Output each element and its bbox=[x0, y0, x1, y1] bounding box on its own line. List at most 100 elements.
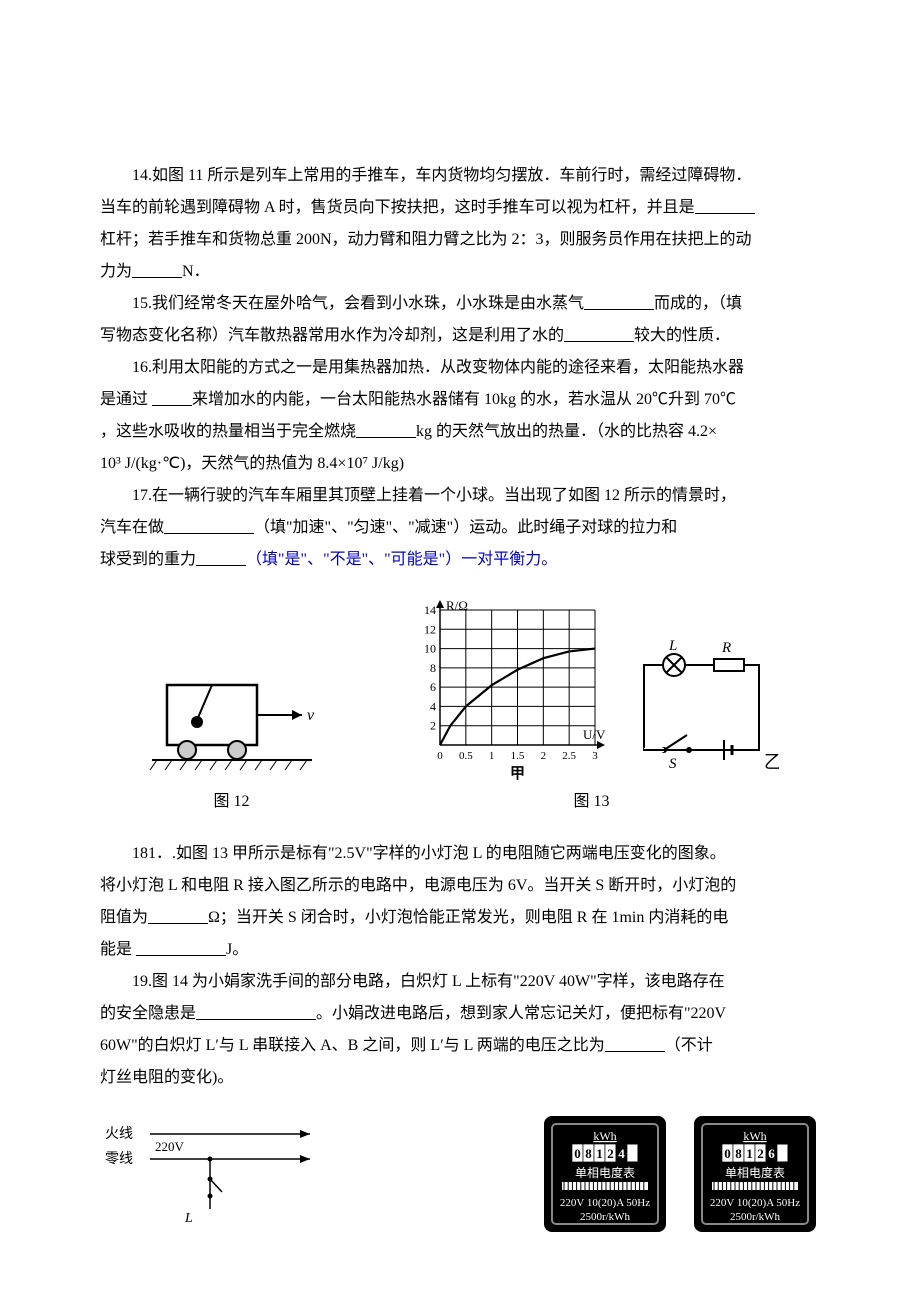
fig12-svg: v bbox=[142, 650, 322, 780]
q18-l1: 181．.如图 13 甲所示是标有"2.5V"字样的小灯泡 L 的电阻随它两端电… bbox=[132, 845, 726, 862]
q15-line1: 15.我们经常冬天在屋外哈气，会看到小水珠，小水珠是由水蒸气而成的，（填 bbox=[100, 288, 820, 320]
svg-text:0.5: 0.5 bbox=[458, 750, 472, 762]
fig13-caption: 图 13 bbox=[573, 786, 609, 818]
svg-text:12: 12 bbox=[424, 622, 436, 636]
q19-line2: 的安全隐患是 。小娟改进电路后，想到家人常忘记关灯，便把标有"220V bbox=[100, 998, 820, 1030]
svg-text:4: 4 bbox=[618, 1146, 625, 1161]
q14-l2-text: 当车的前轮遇到障碍物 A 时，售货员向下按扶把，这时手推车可以视为杠杆，并且是 bbox=[100, 199, 695, 216]
page: 14.如图 11 所示是列车上常用的手推车，车内货物均匀摆放．车前行时，需经过障… bbox=[0, 0, 920, 1274]
fig12-caption: 图 12 bbox=[213, 786, 249, 818]
q15-line2: 写物态变化名称）汽车散热器常用水作为冷却剂，这是利用了水的 较大的性质． bbox=[100, 320, 820, 352]
q19-l2a: 的安全隐患是 bbox=[100, 1005, 196, 1022]
svg-text:2: 2 bbox=[540, 750, 546, 762]
svg-text:4: 4 bbox=[430, 699, 436, 713]
svg-text:kWh: kWh bbox=[743, 1129, 766, 1143]
meters-pair: kWh08124单相电度表220V 10(20)A 50Hz2500r/kWh … bbox=[540, 1114, 820, 1234]
fig13-chart: 246810121400.511.522.53R/ΩU/V甲 bbox=[405, 600, 605, 780]
q17-line1: 17.在一辆行驶的汽车车厢里其顶壁上挂着一个小球。当出现了如图 12 所示的情景… bbox=[100, 480, 820, 512]
fig13-yi-label: 乙 bbox=[764, 752, 779, 772]
q14-l3-text: 杠杆；若手推车和货物总重 200N，动力臂和阻力臂之比为 2：3，则服务员作用在… bbox=[100, 231, 752, 248]
q17-blank2 bbox=[196, 547, 246, 566]
q19-blank2 bbox=[605, 1033, 665, 1052]
q19-l4: 灯丝电阻的变化)。 bbox=[100, 1069, 233, 1086]
svg-text:0: 0 bbox=[437, 750, 443, 762]
svg-text:0: 0 bbox=[574, 1146, 581, 1161]
q17-l2a: 汽车在做 bbox=[100, 519, 164, 536]
q17-line3: 球受到的重力（填"是"、"不是"、"可能是"）一对平衡力。 bbox=[100, 544, 820, 576]
q16-line1: 16.利用太阳能的方式之一是用集热器加热．从改变物体内能的途径来看，太阳能热水器 bbox=[100, 352, 820, 384]
svg-text:单相电度表: 单相电度表 bbox=[575, 1165, 635, 1180]
svg-text:U/V: U/V bbox=[583, 727, 605, 742]
q14-l4b: N． bbox=[182, 263, 210, 280]
svg-text:1.5: 1.5 bbox=[510, 750, 524, 762]
svg-text:1: 1 bbox=[488, 750, 494, 762]
q16-blank1 bbox=[152, 387, 192, 406]
q17-blank1 bbox=[164, 515, 254, 534]
meter-2: kWh08126单相电度表220V 10(20)A 50Hz2500r/kWh bbox=[690, 1114, 820, 1234]
q17-line2: 汽车在做（填"加速"、"匀速"、"减速"）运动。此时绳子对球的拉力和 bbox=[100, 512, 820, 544]
fig14-voltage: 220V bbox=[155, 1139, 185, 1154]
q18-l4b: J。 bbox=[226, 941, 248, 958]
svg-text:6: 6 bbox=[430, 680, 436, 694]
q19-line3: 60W"的白炽灯 L′与 L 串联接入 A、B 之间，则 L′与 L 两端的电压… bbox=[100, 1030, 820, 1062]
q19-l3b: （不计 bbox=[665, 1037, 713, 1054]
q14-line1: 14.如图 11 所示是列车上常用的手推车，车内货物均匀摆放．车前行时，需经过障… bbox=[100, 160, 820, 192]
svg-text:0: 0 bbox=[724, 1146, 731, 1161]
svg-text:2500r/kWh: 2500r/kWh bbox=[580, 1211, 631, 1223]
svg-text:2: 2 bbox=[607, 1146, 614, 1161]
q18-line3: 阻值为 Ω；当开关 S 闭合时，小灯泡恰能正常发光，则电阻 R 在 1min 内消… bbox=[100, 902, 820, 934]
fig13-L-label: L bbox=[668, 640, 677, 654]
q18-blank1 bbox=[148, 905, 208, 924]
q14-line2: 当车的前轮遇到障碍物 A 时，售货员向下按扶把，这时手推车可以视为杠杆，并且是 bbox=[100, 192, 820, 224]
q15-l2a: 写物态变化名称）汽车散热器常用水作为冷却剂，这是利用了水的 bbox=[100, 327, 564, 344]
meter-1: kWh08124单相电度表220V 10(20)A 50Hz2500r/kWh bbox=[540, 1114, 670, 1234]
svg-text:甲: 甲 bbox=[509, 765, 524, 780]
q18-l3a: 阻值为 bbox=[100, 909, 148, 926]
q14-l4a: 力为 bbox=[100, 263, 132, 280]
q15-blank1 bbox=[584, 291, 654, 310]
svg-text:1: 1 bbox=[596, 1146, 603, 1161]
q14-l1-text: 14.如图 11 所示是列车上常用的手推车，车内货物均匀摆放．车前行时，需经过障… bbox=[132, 167, 751, 184]
q19-l1: 19.图 14 为小娟家洗手间的部分电路，白炽灯 L 上标有"220V 40W"… bbox=[132, 973, 725, 990]
q16-l3a: ，这些水吸收的热量相当于完全燃烧 bbox=[100, 423, 356, 440]
q19-blank1 bbox=[196, 1001, 316, 1020]
fig14-fire: 火线 bbox=[105, 1126, 133, 1142]
bottom-row: 火线 零线 220V L kWh08124单相电度表220V 10(20)A 5… bbox=[100, 1114, 820, 1234]
svg-text:14: 14 bbox=[424, 603, 436, 617]
svg-text:8: 8 bbox=[430, 661, 436, 675]
q19-line1: 19.图 14 为小娟家洗手间的部分电路，白炽灯 L 上标有"220V 40W"… bbox=[100, 966, 820, 998]
q17-l3a: 球受到的重力 bbox=[100, 551, 196, 568]
q18-line1: 181．.如图 13 甲所示是标有"2.5V"字样的小灯泡 L 的电阻随它两端电… bbox=[100, 838, 820, 870]
svg-text:3: 3 bbox=[592, 750, 598, 762]
svg-text:单相电度表: 单相电度表 bbox=[725, 1165, 785, 1180]
q15-l1a: 15.我们经常冬天在屋外哈气，会看到小水珠，小水珠是由水蒸气 bbox=[132, 295, 584, 312]
q16-l2b: 来增加水的内能，一台太阳能热水器储有 10kg 的水，若水温从 20℃升到 70… bbox=[192, 391, 736, 408]
svg-text:6: 6 bbox=[768, 1146, 775, 1161]
q16-l3b: kg 的天然气放出的热量．（水的比热容 4.2× bbox=[416, 423, 717, 440]
fig12: v 图 12 bbox=[142, 650, 322, 818]
q16-line2: 是通过 来增加水的内能，一台太阳能热水器储有 10kg 的水，若水温从 20℃升… bbox=[100, 384, 820, 416]
fig13-S-label: S bbox=[669, 756, 677, 772]
q16-l4: 10³ J/(kg·℃)，天然气的热值为 8.4×10⁷ J/kg) bbox=[100, 455, 404, 472]
fig12-v-label: v bbox=[307, 707, 315, 724]
q16-l2a: 是通过 bbox=[100, 391, 152, 408]
q18-blank2 bbox=[136, 937, 226, 956]
q18-l3b: Ω；当开关 S 闭合时，小灯泡恰能正常发光，则电阻 R 在 1min 内消耗的电 bbox=[208, 909, 728, 926]
q14-blank1 bbox=[695, 195, 755, 214]
svg-text:8: 8 bbox=[585, 1146, 592, 1161]
q14-blank2 bbox=[132, 259, 182, 278]
svg-text:8: 8 bbox=[735, 1146, 742, 1161]
figures-row-1: v 图 12 246810121400.511.522.53R/ΩU/V甲 L bbox=[100, 600, 820, 818]
q19-line4: 灯丝电阻的变化)。 bbox=[100, 1062, 820, 1094]
q19-l3a: 60W"的白炽灯 L′与 L 串联接入 A、B 之间，则 L′与 L 两端的电压… bbox=[100, 1037, 605, 1054]
fig13: 246810121400.511.522.53R/ΩU/V甲 L R bbox=[405, 600, 779, 818]
svg-text:kWh: kWh bbox=[593, 1129, 616, 1143]
svg-text:R/Ω: R/Ω bbox=[446, 600, 468, 613]
q18-l4a: 能是 bbox=[100, 941, 136, 958]
q14-line3: 杠杆；若手推车和货物总重 200N，动力臂和阻力臂之比为 2：3，则服务员作用在… bbox=[100, 224, 820, 256]
svg-text:2500r/kWh: 2500r/kWh bbox=[730, 1211, 781, 1223]
q16-line3: ，这些水吸收的热量相当于完全燃烧 kg 的天然气放出的热量．（水的比热容 4.2× bbox=[100, 416, 820, 448]
fig14-L: L bbox=[184, 1211, 193, 1224]
q15-l2b: 较大的性质． bbox=[634, 327, 730, 344]
q19-l2b: 。小娟改进电路后，想到家人常忘记关灯，便把标有"220V bbox=[316, 1005, 726, 1022]
